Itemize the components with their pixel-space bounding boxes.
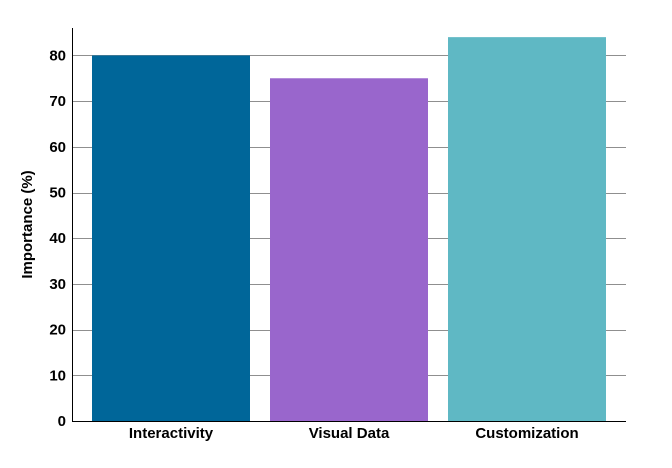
bar-visual-data (270, 78, 428, 421)
bar-interactivity (92, 55, 250, 421)
y-tick-label: 40 (49, 230, 66, 247)
y-tick-label: 50 (49, 185, 66, 202)
y-tick-label: 80 (49, 47, 66, 64)
x-category-labels: Interactivity Visual Data Customization (129, 425, 579, 442)
bars (92, 37, 606, 422)
x-tick-label: Interactivity (129, 425, 214, 442)
y-axis-title: Importance (%) (19, 170, 36, 278)
y-tick-label: 20 (49, 322, 66, 339)
y-tick-label: 60 (49, 139, 66, 156)
x-tick-label: Customization (475, 425, 578, 442)
y-tick-label: 0 (58, 413, 66, 430)
y-tick-labels: 0 10 20 30 40 50 60 70 80 (49, 47, 66, 430)
y-tick-label: 10 (49, 367, 66, 384)
y-tick-label: 70 (49, 93, 66, 110)
x-tick-label: Visual Data (309, 425, 390, 442)
bar-customization (448, 37, 606, 422)
y-tick-label: 30 (49, 276, 66, 293)
